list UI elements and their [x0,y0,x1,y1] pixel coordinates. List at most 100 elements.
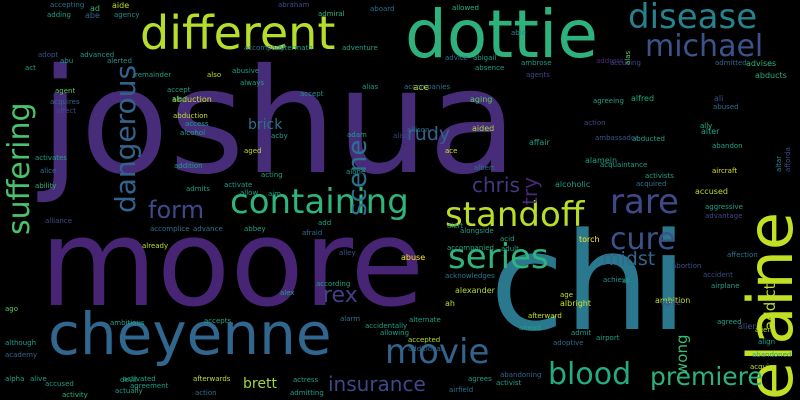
word-69: abraham [278,1,310,9]
word-113: alex [280,289,295,297]
word-29: addict [761,283,779,330]
word-81: adopt [38,51,59,59]
word-86: activates [35,154,67,162]
word-163: accompanies [404,83,451,91]
word-148: acquired [636,180,667,188]
word-8: standoff [445,195,585,235]
word-16: series [448,237,549,277]
word-78: alerted [107,57,132,65]
word-97: accepts [204,317,232,325]
word-129: age [560,291,574,299]
word-31: abduction [172,95,212,104]
word-102: alive [30,375,47,383]
word-180: also [207,71,222,79]
word-119: accepted [408,336,441,344]
word-73: aide [112,1,130,10]
word-132: admit [571,329,592,337]
word-35: abuse [401,253,426,262]
word-22: rex [323,283,358,308]
word-122: activist [496,379,522,387]
word-3: dottie [405,0,598,73]
word-159: allison [407,126,430,134]
word-32: aircraft [712,167,738,175]
word-174: alcohol [180,129,206,137]
word-101: alpha [5,375,25,383]
word-172: acby [271,132,288,140]
word-7: containing [230,182,409,222]
word-170: addition [174,162,203,170]
word-33: accused [695,187,728,196]
word-15: cure [610,222,676,257]
word-83: agent [55,87,76,95]
word-164: alone [346,168,366,176]
word-88: ability [35,182,57,190]
word-168: activate [224,181,253,189]
word-58: alfred [631,94,655,103]
word-99: although [5,339,37,347]
word-24: rudy [407,123,451,145]
word-179: abusive [232,67,260,75]
word-49: abused [713,103,739,111]
word-100: academy [5,351,38,359]
word-153: agreeing [593,97,624,105]
word-178: always [240,79,265,87]
word-145: airplane [711,282,740,290]
word-114: according [316,280,351,288]
word-45: accept [300,90,324,98]
word-137: agree [661,299,682,307]
word-182: aftermath [278,44,313,52]
word-30: brett [243,376,277,392]
word-26: try [518,177,542,205]
word-89: alliance [45,217,73,225]
word-120: additional [408,345,443,353]
word-80: abu [60,57,74,65]
word-177: alec [172,95,187,103]
word-150: acquaintance [600,161,648,169]
word-161: adam [347,131,367,139]
word-76: accepting [50,1,85,9]
word-118: alternate [409,316,441,324]
word-94: already [142,242,169,250]
word-48: alter [701,127,720,136]
word-71: aboard [370,5,395,13]
word-27: midst [602,248,656,270]
word-104: activity [62,391,88,399]
word-166: aim [268,190,282,198]
word-43: affection [727,251,758,259]
word-141: acquire [750,363,776,371]
word-133: adoptive [553,339,584,347]
word-138: abortion [672,262,702,270]
word-23: insurance [328,372,426,396]
word-184: alias [362,83,379,91]
word-128: alert [447,222,464,230]
word-0: joshua [40,38,518,207]
word-105: devil [120,376,137,384]
word-130: afterward [528,312,562,320]
word-37: albright [560,299,591,308]
word-140: align [758,338,776,346]
word-173: aged [244,147,262,155]
word-19: premiere [650,362,763,391]
word-126: adult [501,245,519,253]
word-62: altar [775,155,783,172]
word-162: ace [445,147,458,155]
word-17: movie [385,332,490,372]
word-44: alien [738,322,758,331]
word-158: accusing [610,59,641,67]
word-157: agents [526,71,550,79]
word-50: ally [700,122,713,130]
word-34: torch [579,235,600,244]
word-14: rare [610,182,679,222]
word-103: accused [45,380,74,388]
word-107: actually [115,387,143,395]
word-156: absence [475,64,505,72]
word-70: admiral [318,10,345,18]
word-144: agreed [717,318,742,326]
word-60: admitted [715,59,747,67]
word-61: advises [746,59,777,68]
word-55: aging [470,95,493,104]
word-20: form [148,196,204,224]
word-82: act [25,64,36,72]
word-46: abducted [632,135,665,143]
word-134: airport [596,334,620,342]
